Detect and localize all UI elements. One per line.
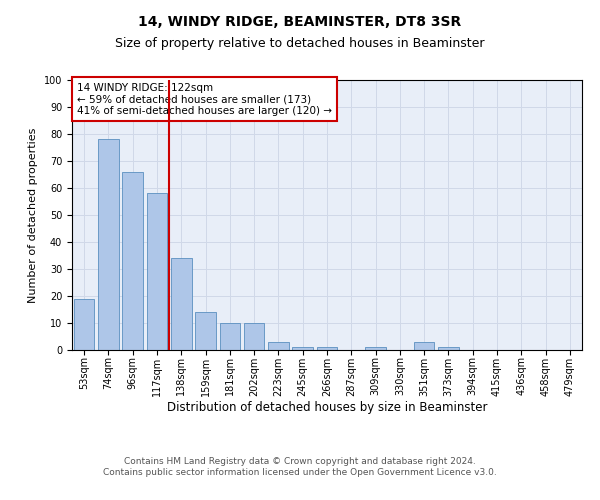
Bar: [268, 342, 289, 350]
Bar: [122, 172, 143, 350]
Bar: [98, 140, 119, 350]
Bar: [438, 348, 459, 350]
Bar: [220, 323, 240, 350]
Y-axis label: Number of detached properties: Number of detached properties: [28, 128, 38, 302]
Bar: [317, 348, 337, 350]
Bar: [244, 323, 265, 350]
Text: Size of property relative to detached houses in Beaminster: Size of property relative to detached ho…: [115, 38, 485, 51]
Bar: [365, 348, 386, 350]
Bar: [146, 194, 167, 350]
Bar: [195, 312, 216, 350]
Text: 14 WINDY RIDGE: 122sqm
← 59% of detached houses are smaller (173)
41% of semi-de: 14 WINDY RIDGE: 122sqm ← 59% of detached…: [77, 82, 332, 116]
Bar: [414, 342, 434, 350]
Bar: [74, 298, 94, 350]
Text: 14, WINDY RIDGE, BEAMINSTER, DT8 3SR: 14, WINDY RIDGE, BEAMINSTER, DT8 3SR: [139, 15, 461, 29]
Bar: [171, 258, 191, 350]
X-axis label: Distribution of detached houses by size in Beaminster: Distribution of detached houses by size …: [167, 401, 487, 414]
Text: Contains HM Land Registry data © Crown copyright and database right 2024.
Contai: Contains HM Land Registry data © Crown c…: [103, 458, 497, 477]
Bar: [292, 348, 313, 350]
